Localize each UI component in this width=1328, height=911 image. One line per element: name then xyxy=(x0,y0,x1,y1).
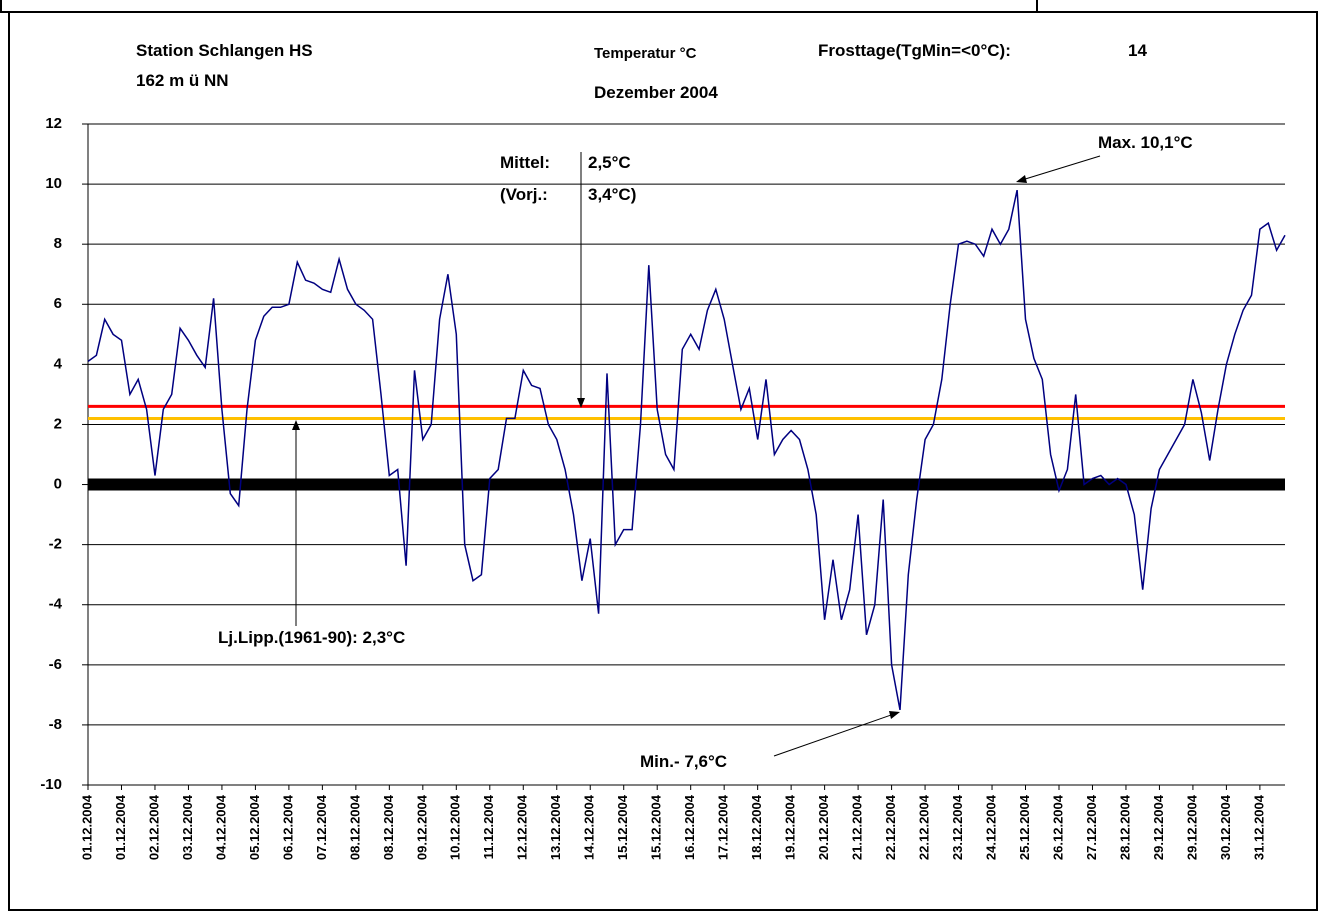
x-tick-label: 31.12.2004 xyxy=(1251,794,1266,860)
x-tick-label: 20.12.2004 xyxy=(816,794,831,860)
x-tick-label: 18.12.2004 xyxy=(749,794,764,860)
x-tick-label: 30.12.2004 xyxy=(1218,794,1233,860)
x-tick-label: 15.12.2004 xyxy=(649,794,664,860)
x-tick-label: 17.12.2004 xyxy=(716,794,731,860)
x-tick-label: 04.12.2004 xyxy=(213,794,228,860)
plot: -10 -8 -6 -4 -2 0 2 4 6 8 10 12 01.12.2004 01.12.2004… xyxy=(40,115,1286,860)
arrow-head xyxy=(577,398,585,408)
temperature-line xyxy=(87,189,1286,711)
frost-label: Frosttage(TgMin=<0°C): xyxy=(818,41,1011,60)
y-axis-label: Temperatur °C xyxy=(594,45,697,62)
x-tick-label: 22.12.2004 xyxy=(883,794,898,860)
y-tick-label: 2 xyxy=(54,415,62,432)
x-tick-label: 14.12.2004 xyxy=(582,794,597,860)
x-tick-label: 06.12.2004 xyxy=(280,794,295,860)
annotation: Lj.Lipp.(1961-90): 2,3°C xyxy=(218,628,405,647)
x-tick-label: 23.12.2004 xyxy=(950,794,965,860)
x-tick-label: 01.12.2004 xyxy=(113,794,128,860)
x-tick-label: 19.12.2004 xyxy=(783,794,798,860)
x-tick-label: 28.12.2004 xyxy=(1117,794,1132,860)
x-tick-label: 08.12.2004 xyxy=(347,794,362,860)
x-tick-label: 16.12.2004 xyxy=(682,794,697,860)
y-tick-label: -4 xyxy=(49,596,63,613)
x-tick-label: 03.12.2004 xyxy=(180,794,195,860)
y-tick-label: -8 xyxy=(49,716,62,733)
x-tick-label: 01.12.2004 xyxy=(79,794,94,860)
y-tick-label: 4 xyxy=(54,355,63,372)
chart-frame xyxy=(8,11,1318,911)
x-tick-label: 29.12.2004 xyxy=(1151,794,1166,860)
y-tick-label: -6 xyxy=(49,656,62,673)
arrow-head xyxy=(1016,175,1027,183)
y-tick-label: -10 xyxy=(40,776,62,793)
station-height: 162 m ü NN xyxy=(136,71,229,90)
annotation: (Vorj.: xyxy=(500,185,548,204)
x-tick-label: 25.12.2004 xyxy=(1017,794,1032,860)
x-tick-label: 22.12.2004 xyxy=(917,794,932,860)
annotation: Min.- 7,6°C xyxy=(640,752,727,771)
y-tick-label: -2 xyxy=(49,536,62,553)
period: Dezember 2004 xyxy=(594,83,718,102)
x-tick-label: 21.12.2004 xyxy=(850,794,865,860)
x-tick-label: 12.12.2004 xyxy=(515,794,530,860)
x-tick-label: 07.12.2004 xyxy=(314,794,329,860)
arrow-head xyxy=(889,711,900,719)
x-tick-label: 10.12.2004 xyxy=(448,794,463,860)
x-tick-label: 24.12.2004 xyxy=(983,794,998,860)
x-tick-label: 05.12.2004 xyxy=(247,794,262,860)
x-tick-label: 11.12.2004 xyxy=(481,794,496,859)
y-tick-label: 8 xyxy=(54,235,62,252)
x-tick-label: 08.12.2004 xyxy=(381,794,396,860)
y-tick-label: 6 xyxy=(54,295,62,312)
y-tick-label: 12 xyxy=(45,115,62,132)
annotation-arrow xyxy=(1021,155,1101,181)
station-name: Station Schlangen HS xyxy=(136,41,313,60)
annotation: Max. 10,1°C xyxy=(1098,133,1193,152)
arrow-head xyxy=(292,420,300,430)
y-tick-label: 10 xyxy=(45,175,62,192)
x-tick-label: 15.12.2004 xyxy=(615,794,630,860)
frost-value: 14 xyxy=(1128,41,1147,60)
x-tick-label: 13.12.2004 xyxy=(548,794,563,860)
x-tick-label: 29.12.2004 xyxy=(1184,794,1199,860)
x-tick-label: 09.12.2004 xyxy=(414,794,429,860)
y-tick-label: 0 xyxy=(54,476,62,493)
x-tick-label: 27.12.2004 xyxy=(1084,794,1099,860)
annotation: Mittel: xyxy=(500,153,550,172)
annotation: 2,5°C xyxy=(588,153,631,172)
annotation-arrow xyxy=(773,713,895,757)
x-tick-label: 02.12.2004 xyxy=(146,794,161,860)
x-tick-label: 26.12.2004 xyxy=(1050,794,1065,860)
annotation: 3,4°C) xyxy=(588,185,636,204)
